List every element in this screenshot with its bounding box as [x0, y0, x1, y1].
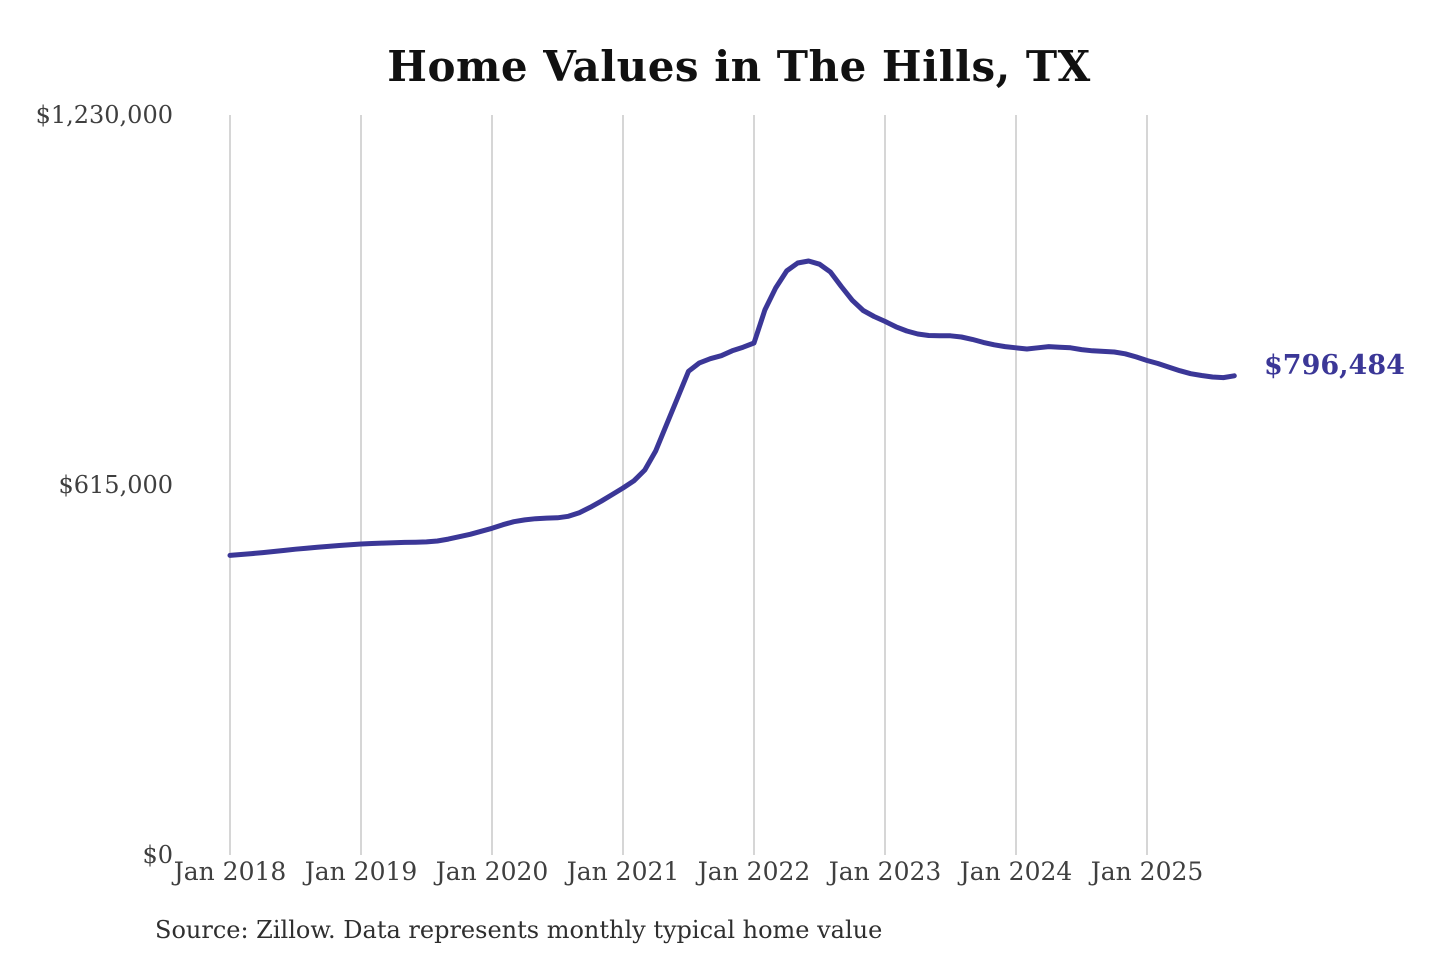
x-tick-label: Jan 2018 — [173, 857, 287, 886]
x-tick-label: Jan 2022 — [697, 857, 811, 886]
x-tick-label: Jan 2019 — [304, 857, 418, 886]
y-tick-label: $615,000 — [58, 471, 173, 499]
x-tick-label: Jan 2020 — [435, 857, 549, 886]
chart-title: Home Values in The Hills, TX — [387, 42, 1091, 91]
x-tick-label: Jan 2023 — [828, 857, 942, 886]
latest-value-label: $796,484 — [1264, 349, 1405, 381]
source-note: Source: Zillow. Data represents monthly … — [155, 916, 883, 944]
x-tick-label: Jan 2024 — [959, 857, 1073, 886]
year-gridlines — [229, 115, 1148, 855]
x-tick-label: Jan 2021 — [566, 857, 680, 886]
x-tick-label: Jan 2025 — [1090, 857, 1204, 886]
y-tick-label: $0 — [142, 841, 173, 869]
home-value-line — [227, 258, 1237, 558]
y-tick-label: $1,230,000 — [35, 101, 173, 129]
